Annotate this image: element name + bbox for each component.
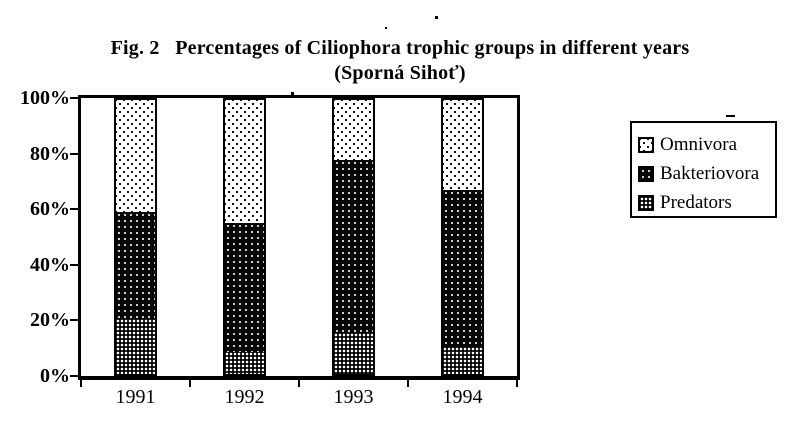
x-axis-tick [298,380,300,387]
x-axis-label: 1991 [115,386,156,408]
legend-swatch-predators-icon [638,194,654,211]
predators-segment [443,346,482,374]
bar-1994 [441,98,484,376]
scan-speck [726,115,735,117]
scan-speck [385,27,387,29]
bar-1992 [223,98,266,376]
legend-item-bakteriovora: Bakteriovora [638,159,775,188]
legend-item-predators: Predators [638,188,775,217]
bar-1991 [114,98,157,376]
legend-label: Omnivora [660,133,738,155]
predators-segment [334,332,373,374]
omnivora-segment [443,100,482,191]
legend-swatch-bakteriovora-icon [638,165,654,182]
bakteriovora-segment [116,212,155,320]
x-axis-tick [189,380,191,387]
y-axis-tick [70,97,79,99]
y-axis-label: 20% [30,309,70,332]
omnivora-segment [225,100,264,224]
x-axis-label: 1993 [333,386,374,408]
x-axis-tick [80,380,82,387]
legend-label: Bakteriovora [660,162,760,184]
y-axis-tick [70,263,79,266]
y-axis-label: 100% [20,87,70,109]
scan-speck [291,92,294,95]
plot-area [78,95,520,380]
y-axis-tick [70,208,79,211]
y-axis-label: 80% [30,142,70,165]
legend-label: Predators [660,191,732,213]
bakteriovora-segment [443,190,482,347]
bakteriovora-segment [334,160,373,333]
chart-title: Fig. 2 Percentages of Ciliophora trophic… [110,37,690,59]
y-axis-label: 60% [30,198,70,221]
legend-item-omnivora: Omnivora [638,130,775,159]
x-axis-label: 1994 [442,386,483,408]
scan-speck [435,16,438,19]
legend-swatch-omnivora-icon [638,136,654,153]
chart-subtitle: (Sporná Sihoť) [334,62,466,84]
omnivora-segment [116,100,155,213]
predators-segment [225,352,264,374]
bar-1993 [332,98,375,376]
y-axis-label: 40% [30,253,70,276]
omnivora-segment [334,100,373,161]
x-axis-label: 1992 [224,386,265,408]
x-axis-tick [516,380,518,387]
legend-box: Omnivora Bakteriovora Predators [630,121,777,218]
y-axis-tick [70,152,79,155]
predators-segment [116,319,155,374]
y-axis-tick [70,375,79,377]
bakteriovora-segment [225,223,264,353]
x-axis-tick [407,380,409,387]
y-axis-tick [70,319,79,322]
y-axis-label: 0% [40,365,70,387]
